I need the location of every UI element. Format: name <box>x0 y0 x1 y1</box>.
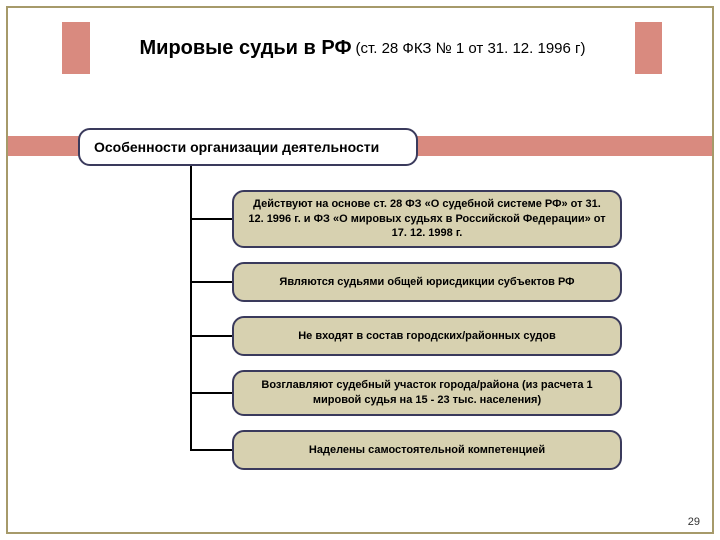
diagram-item-text: Действуют на основе ст. 28 ФЗ «О судебно… <box>246 197 608 242</box>
diagram-item: Наделены самостоятельной компетенцией <box>232 430 622 470</box>
diagram-item: Возглавляют судебный участок города/райо… <box>232 370 622 416</box>
slide-title: Мировые судьи в РФ (ст. 28 ФКЗ № 1 от 31… <box>90 22 635 74</box>
diagram-item-text: Не входят в состав городских/районных су… <box>298 329 556 344</box>
title-main-text: Мировые судьи в РФ <box>140 37 352 60</box>
subtitle-text: Особенности организации деятельности <box>94 139 379 155</box>
connector-branch <box>190 218 232 220</box>
diagram-item-text: Являются судьями общей юрисдикции субъек… <box>279 275 574 290</box>
connector-branch <box>190 335 232 337</box>
connector-branch <box>190 449 232 451</box>
diagram-item: Не входят в состав городских/районных су… <box>232 316 622 356</box>
diagram-item-text: Возглавляют судебный участок города/райо… <box>246 378 608 408</box>
diagram-item-text: Наделены самостоятельной компетенцией <box>309 443 545 458</box>
connector-branch <box>190 281 232 283</box>
connector-stem <box>190 166 192 451</box>
subtitle-box: Особенности организации деятельности <box>78 128 418 166</box>
connector-branch <box>190 392 232 394</box>
title-paren-text: (ст. 28 ФКЗ № 1 от 31. 12. 1996 г) <box>356 40 586 57</box>
page-number: 29 <box>688 516 700 528</box>
diagram-item: Являются судьями общей юрисдикции субъек… <box>232 262 622 302</box>
diagram-item: Действуют на основе ст. 28 ФЗ «О судебно… <box>232 190 622 248</box>
